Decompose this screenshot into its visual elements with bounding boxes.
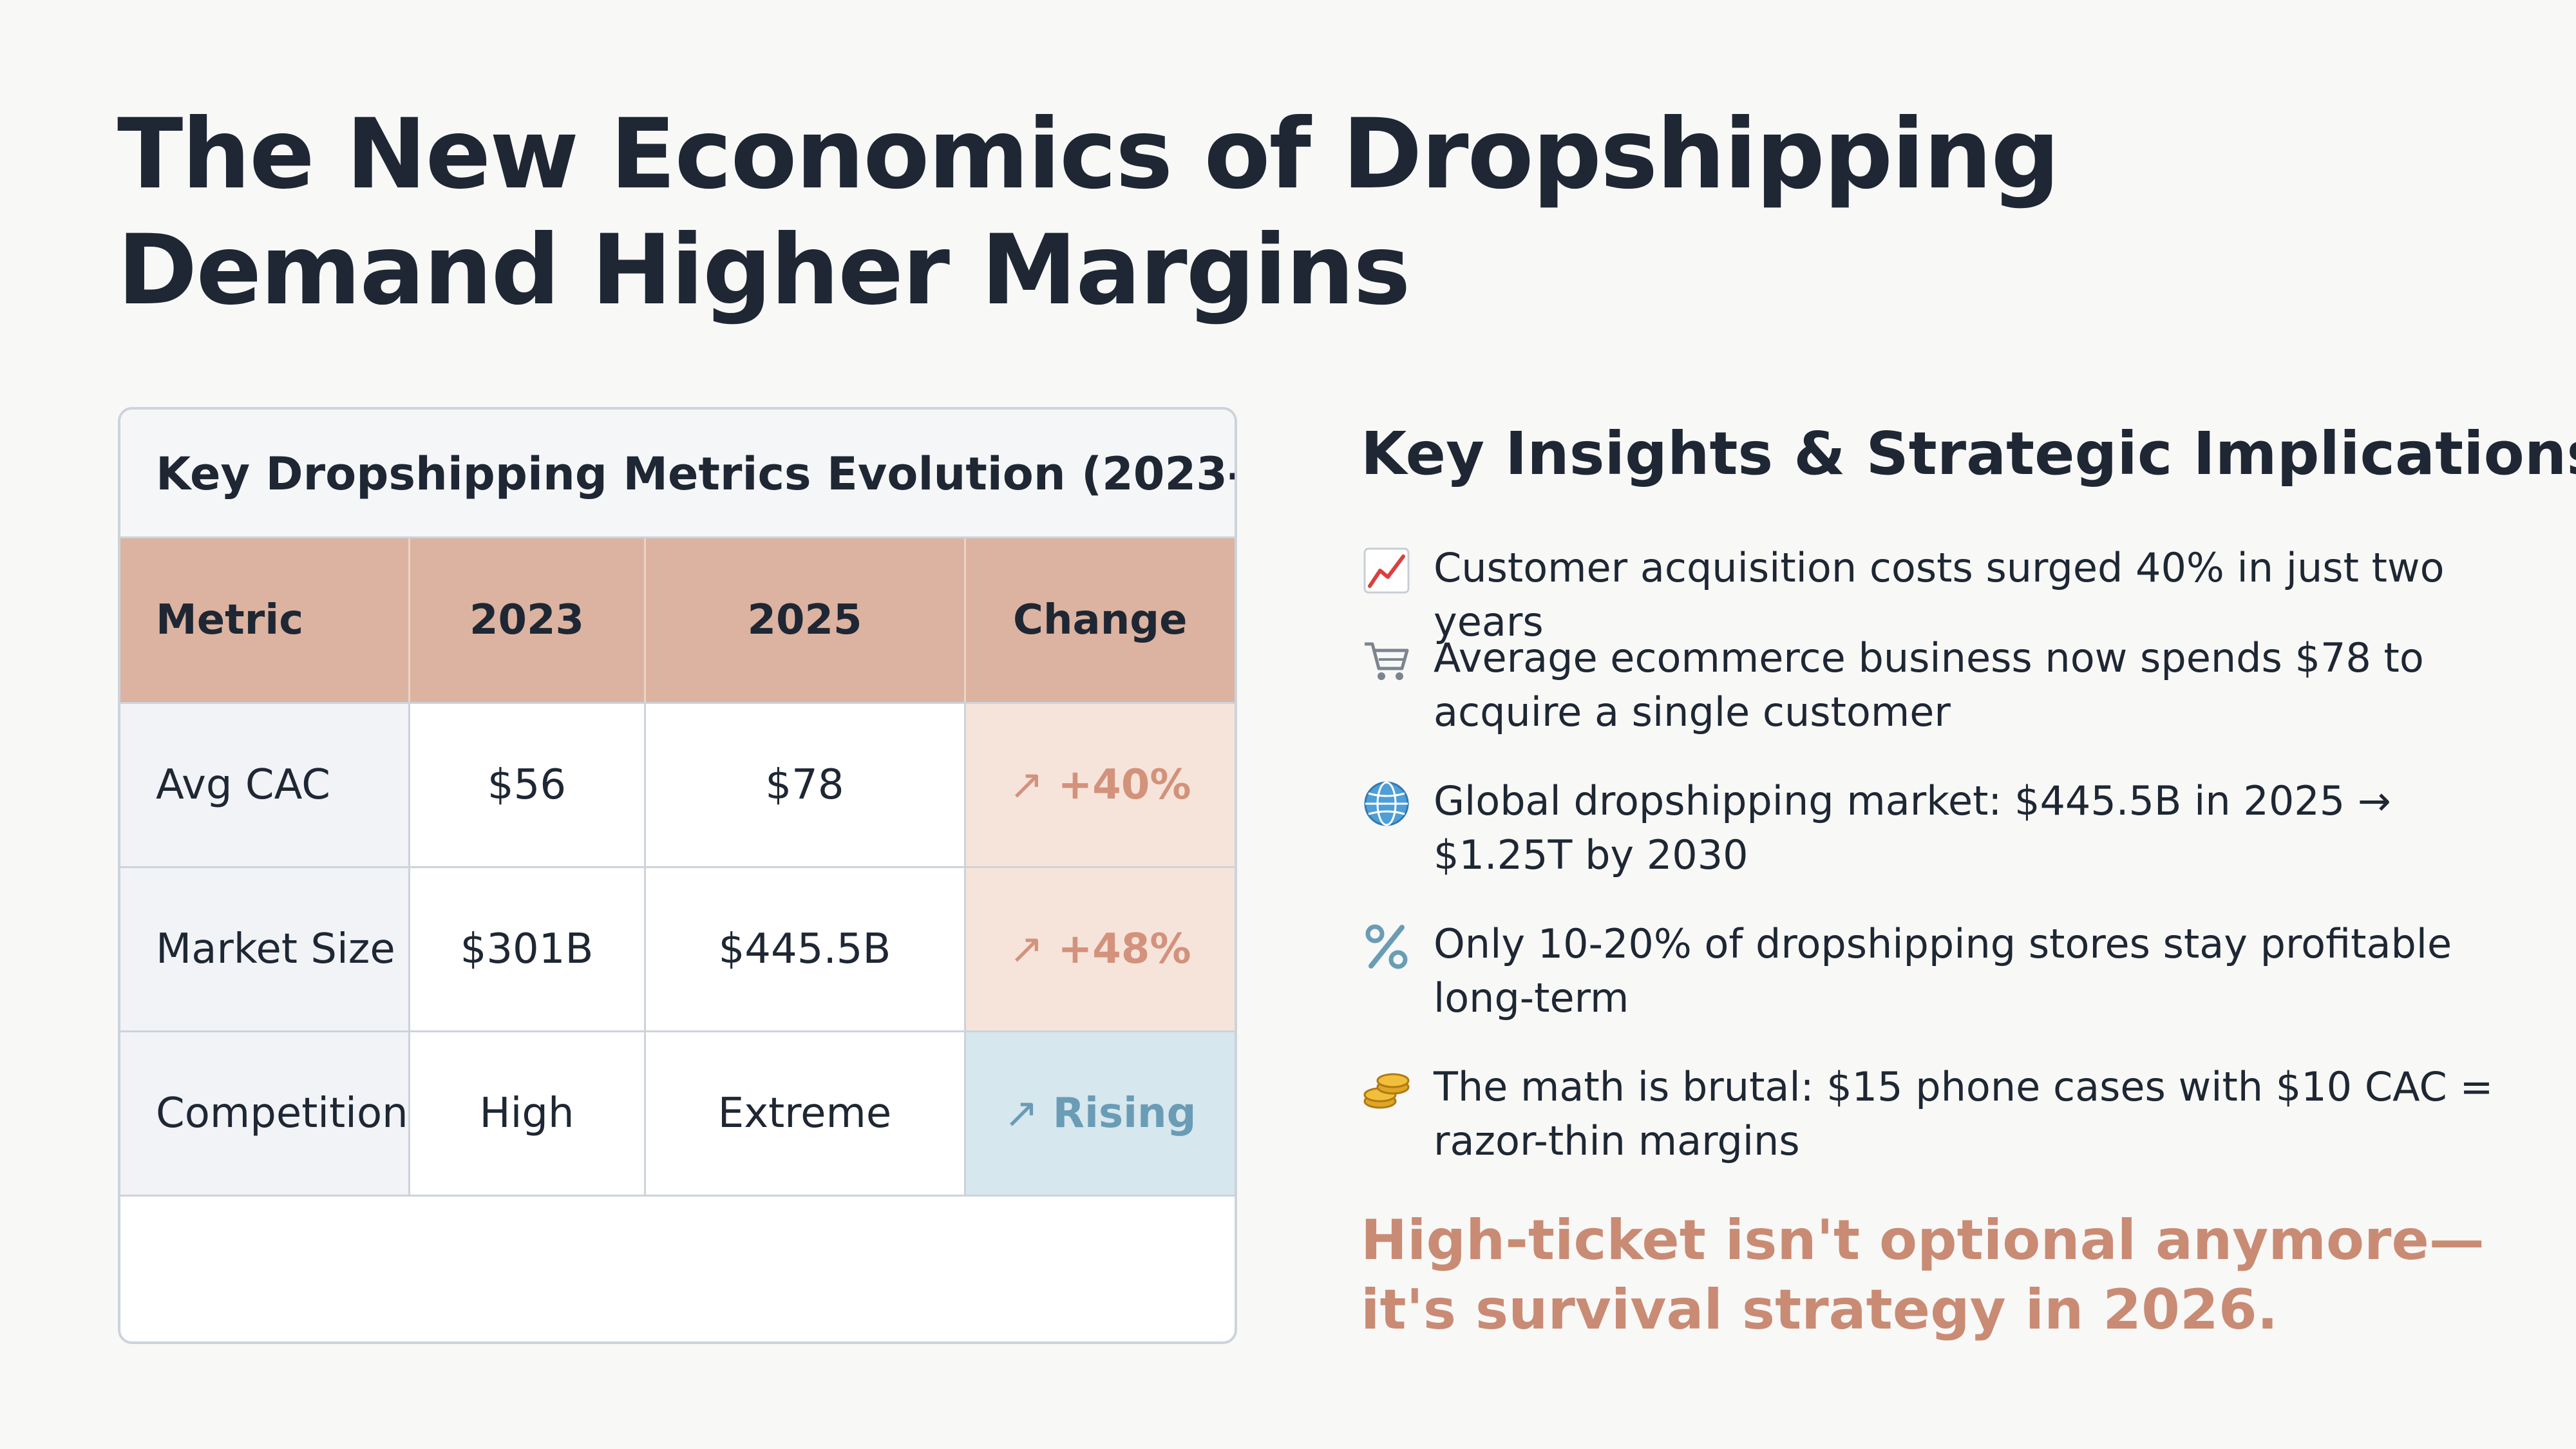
percent-icon xyxy=(1365,924,1408,969)
metric-cell: Competition xyxy=(120,1031,410,1197)
page-title-line-1: The New Economics of Dropshipping xyxy=(117,99,2060,211)
table-row: Avg CAC $56 $78 ↗ +40% xyxy=(120,703,1235,868)
trend-up-icon: ↗ xyxy=(1009,925,1044,973)
change-cell: ↗ +40% xyxy=(965,703,1235,868)
value-2025-cell: Extreme xyxy=(645,1031,966,1197)
value-2023-cell: $56 xyxy=(409,703,646,868)
header-2023: 2023 xyxy=(409,538,646,704)
table-header-row: Metric 2023 2025 Change xyxy=(120,538,1235,704)
metrics-table: Metric 2023 2025 Change Avg CAC $56 $78 … xyxy=(120,538,1235,1197)
header-change: Change xyxy=(965,538,1235,704)
page-title-line-2: Demand Higher Margins xyxy=(117,214,1411,327)
metrics-table-card: Key Dropshipping Metrics Evolution (2023… xyxy=(118,407,1237,1344)
table-row: Competition High Extreme ↗ Rising xyxy=(120,1031,1235,1197)
metrics-table-title: Key Dropshipping Metrics Evolution (2023… xyxy=(120,410,1235,538)
insight-text: Global dropshipping market: $445.5B in 2… xyxy=(1434,777,2391,878)
header-metric: Metric xyxy=(120,538,410,704)
insight-text: The math is brutal: $15 phone cases with… xyxy=(1434,1063,2494,1164)
metric-cell: Market Size xyxy=(120,867,410,1032)
coins-icon xyxy=(1363,1073,1410,1109)
value-2025-cell: $445.5B xyxy=(645,867,966,1032)
change-value: Rising xyxy=(1052,1089,1197,1137)
table-row: Market Size $301B $445.5B ↗ +48% xyxy=(120,867,1235,1032)
globe-icon xyxy=(1364,781,1409,826)
insights-title: Key Insights & Strategic Implications xyxy=(1361,419,2576,488)
page-title: The New Economics of Dropshipping Demand… xyxy=(117,97,2060,328)
value-2023-cell: High xyxy=(409,1031,646,1197)
header-2025: 2025 xyxy=(645,538,966,704)
change-cell: ↗ Rising xyxy=(965,1031,1235,1197)
value-2023-cell: $301B xyxy=(409,867,646,1032)
trend-up-icon: ↗ xyxy=(1004,1089,1039,1137)
change-cell: ↗ +48% xyxy=(965,867,1235,1032)
insight-text: Only 10-20% of dropshipping stores stay … xyxy=(1434,920,2452,1021)
insight-text: Average ecommerce business now spends $7… xyxy=(1434,634,2424,735)
change-value: +48% xyxy=(1057,925,1191,973)
change-value: +40% xyxy=(1057,761,1191,809)
trend-up-icon: ↗ xyxy=(1009,761,1044,809)
value-2025-cell: $78 xyxy=(645,703,966,868)
metric-cell: Avg CAC xyxy=(120,703,410,868)
shopping-cart-icon xyxy=(1365,642,1409,680)
chart-up-icon xyxy=(1363,547,1410,594)
conclusion-text: High-ticket isn't optional anymore—it's … xyxy=(1361,1208,2485,1342)
insight-text: Customer acquisition costs surged 40% in… xyxy=(1434,544,2445,645)
